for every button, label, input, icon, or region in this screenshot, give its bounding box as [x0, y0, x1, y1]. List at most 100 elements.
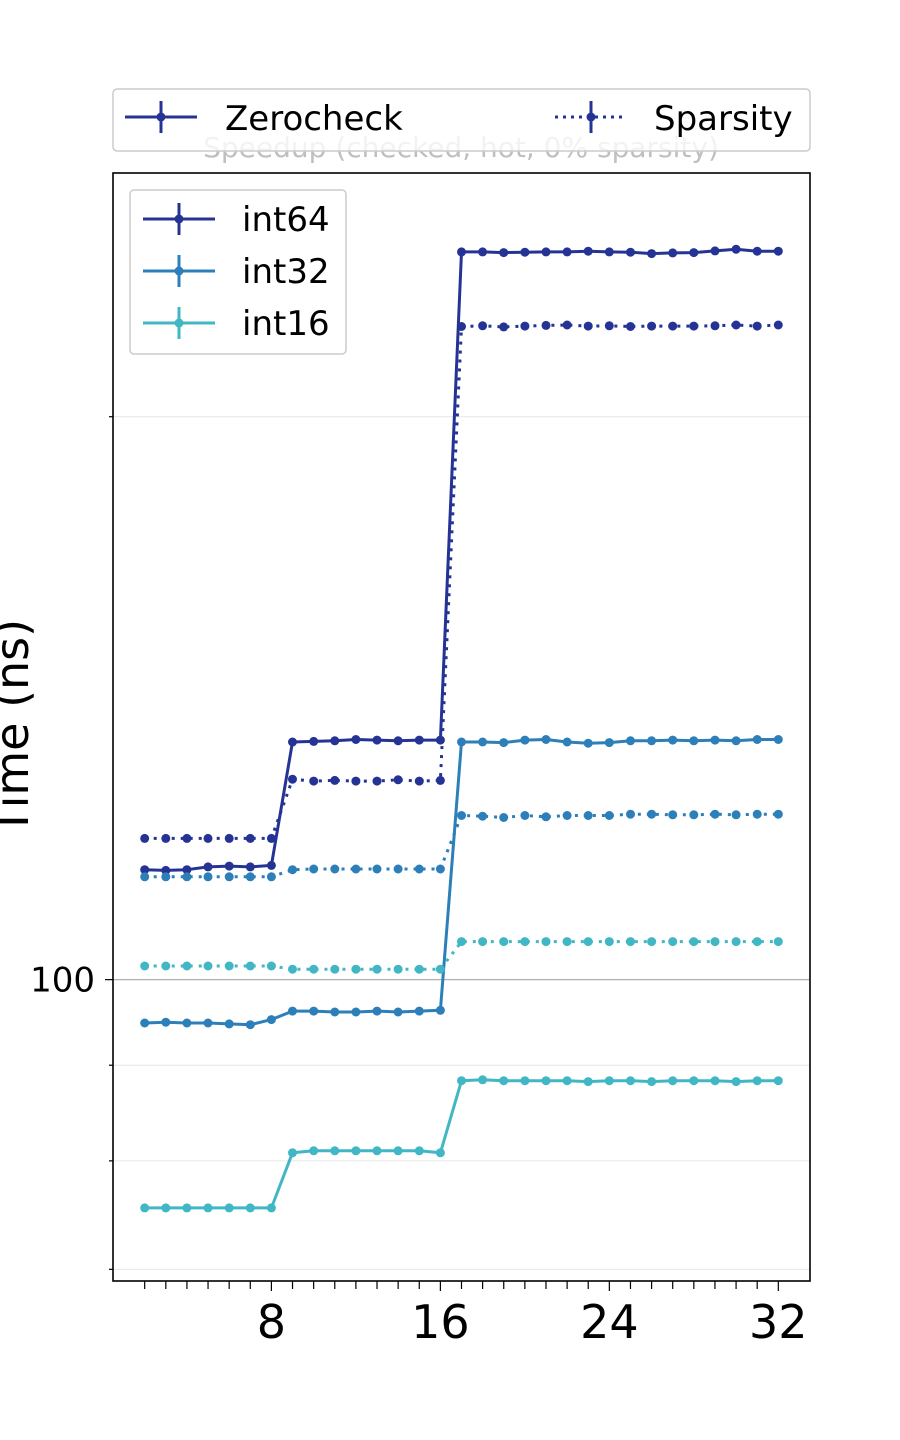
- data-point: [520, 735, 530, 745]
- y-ticks: 100: [30, 416, 113, 1270]
- data-point: [626, 736, 635, 746]
- data-point: [604, 811, 614, 820]
- data-point: [604, 321, 614, 331]
- data-point: [288, 774, 297, 784]
- data-point: [478, 737, 488, 747]
- data-point: [647, 937, 657, 947]
- data-point: [731, 320, 741, 330]
- series-int64-sparsity: [140, 320, 783, 843]
- data-point: [309, 964, 319, 974]
- data-point: [182, 1203, 192, 1213]
- data-point: [541, 1076, 551, 1086]
- data-point: [626, 809, 635, 819]
- legend-entry-int16: int16: [143, 304, 330, 344]
- data-point: [351, 864, 361, 874]
- data-point: [330, 1007, 340, 1017]
- data-point: [393, 1007, 403, 1017]
- data-point: [245, 1203, 255, 1213]
- data-point: [668, 321, 678, 331]
- data-point: [266, 872, 276, 882]
- data-point: [647, 736, 657, 746]
- data-point: [182, 872, 192, 882]
- data-point: [161, 833, 171, 843]
- data-point: [457, 322, 466, 331]
- series-int32-sparsity: [140, 809, 783, 882]
- data-point: [773, 1076, 783, 1086]
- legend-label-zerocheck: Zerocheck: [225, 99, 403, 139]
- data-point: [245, 862, 255, 872]
- data-point: [541, 812, 551, 822]
- data-point: [309, 1006, 319, 1016]
- data-point: [499, 813, 509, 822]
- data-point: [245, 872, 255, 882]
- legend-label-int32: int32: [242, 252, 330, 292]
- data-point: [668, 735, 678, 745]
- data-point: [140, 865, 150, 875]
- data-point: [731, 244, 741, 254]
- data-point: [457, 1076, 466, 1086]
- type-legend: int64 int32 int16: [129, 189, 347, 355]
- data-point: [457, 811, 466, 820]
- data-point: [140, 833, 150, 843]
- data-point: [414, 864, 424, 874]
- data-point: [773, 735, 783, 744]
- data-point: [288, 1148, 297, 1158]
- data-point: [626, 1076, 635, 1086]
- data-point: [309, 1146, 319, 1156]
- data-point: [773, 937, 783, 947]
- data-point: [689, 937, 699, 947]
- data-point: [224, 833, 234, 843]
- data-point: [351, 776, 361, 786]
- data-point: [288, 737, 297, 747]
- data-point: [330, 964, 340, 974]
- data-point: [351, 1007, 361, 1017]
- data-point: [245, 961, 255, 971]
- data-point: [583, 246, 593, 256]
- data-point: [752, 809, 762, 819]
- data-point: [203, 862, 213, 872]
- legend-label-sparsity: Sparsity: [654, 99, 793, 139]
- data-point: [710, 735, 720, 745]
- data-point: [435, 775, 445, 785]
- data-point: [752, 246, 762, 256]
- data-point: [604, 1076, 614, 1086]
- data-point: [583, 811, 593, 820]
- data-point: [245, 1020, 255, 1030]
- data-point: [647, 321, 657, 331]
- data-point: [224, 961, 234, 971]
- data-point: [752, 1076, 762, 1086]
- data-point: [710, 321, 720, 331]
- data-point: [647, 809, 657, 819]
- data-point: [710, 246, 720, 256]
- series-layer: [140, 244, 783, 1213]
- type-legend-frame: [129, 189, 347, 355]
- data-point: [562, 811, 572, 820]
- data-point: [773, 320, 783, 330]
- data-point: [478, 937, 488, 947]
- data-point: [562, 247, 572, 257]
- data-point: [562, 737, 572, 747]
- data-point: [182, 865, 192, 875]
- data-point: [351, 1146, 361, 1156]
- y-axis-label: Time (ns): [0, 619, 39, 836]
- data-point: [288, 964, 297, 974]
- series-int16-zerocheck: [140, 1075, 783, 1213]
- data-point: [752, 937, 762, 947]
- data-point: [668, 248, 678, 258]
- data-point: [266, 961, 276, 971]
- data-point: [414, 964, 424, 974]
- data-point: [161, 1203, 171, 1213]
- data-point: [541, 320, 551, 330]
- data-point: [731, 736, 741, 746]
- legend-marker-int16: [174, 318, 184, 328]
- data-point: [478, 811, 488, 821]
- data-point: [710, 1076, 720, 1086]
- data-point: [372, 1146, 382, 1156]
- data-point: [457, 247, 466, 257]
- data-point: [266, 860, 276, 870]
- data-point: [773, 809, 783, 819]
- legend-marker-int32: [174, 266, 184, 276]
- data-point: [435, 1148, 445, 1158]
- data-point: [478, 321, 488, 331]
- data-point: [583, 1077, 593, 1087]
